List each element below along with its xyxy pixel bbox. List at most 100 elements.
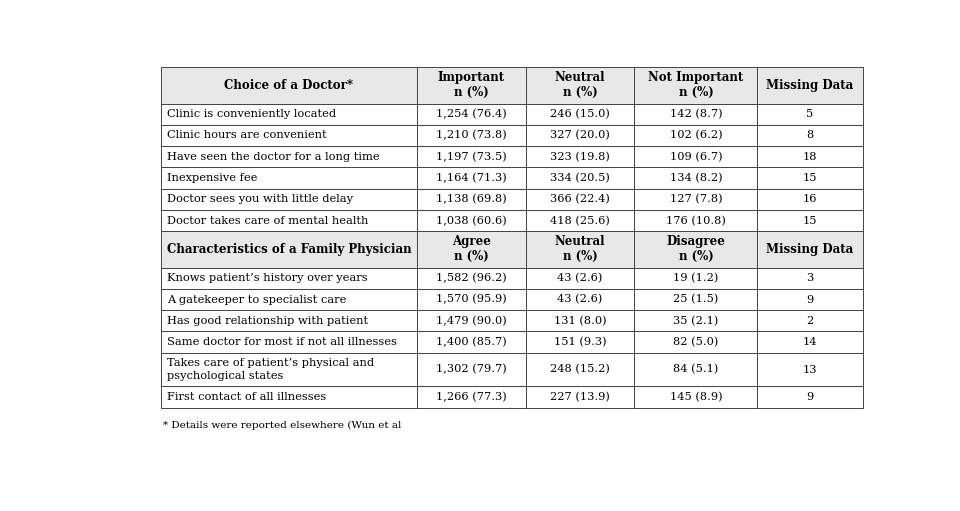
Text: 16: 16 [803, 194, 817, 204]
Bar [635, 353, 757, 386]
Bar [526, 289, 635, 310]
Bar [757, 168, 862, 189]
Text: 1,582 (96.2): 1,582 (96.2) [436, 273, 507, 284]
Bar [757, 310, 862, 332]
Text: 1,038 (60.6): 1,038 (60.6) [436, 216, 507, 226]
Bar [417, 310, 526, 332]
Text: 9: 9 [806, 392, 813, 402]
Bar [635, 189, 757, 210]
Text: Disagree
n (%): Disagree n (%) [666, 236, 726, 264]
Bar [635, 146, 757, 168]
Bar [635, 289, 757, 310]
Text: First contact of all illnesses: First contact of all illnesses [167, 392, 326, 402]
Bar [635, 210, 757, 231]
Bar [757, 289, 862, 310]
Text: 1,570 (95.9): 1,570 (95.9) [436, 294, 507, 305]
Bar [526, 332, 635, 353]
Bar [417, 67, 526, 104]
Bar [417, 146, 526, 168]
Text: 418 (25.6): 418 (25.6) [550, 216, 610, 226]
Text: 1,266 (77.3): 1,266 (77.3) [436, 392, 507, 402]
Bar [161, 332, 417, 353]
Bar [417, 125, 526, 146]
Bar [161, 189, 417, 210]
Bar [161, 310, 417, 332]
Text: Same doctor for most if not all illnesses: Same doctor for most if not all illnesse… [167, 337, 396, 347]
Bar [526, 268, 635, 289]
Bar [635, 125, 757, 146]
Text: Missing Data: Missing Data [766, 79, 853, 92]
Text: Important
n (%): Important n (%) [438, 72, 505, 99]
Bar [635, 231, 757, 268]
Bar [417, 289, 526, 310]
Bar [417, 353, 526, 386]
Bar [161, 353, 417, 386]
Text: 18: 18 [803, 152, 817, 162]
Text: Doctor sees you with little delay: Doctor sees you with little delay [167, 194, 353, 204]
Bar [635, 268, 757, 289]
Text: 1,210 (73.8): 1,210 (73.8) [436, 130, 507, 141]
Text: 1,479 (90.0): 1,479 (90.0) [436, 316, 507, 326]
Bar [526, 189, 635, 210]
Text: Agree
n (%): Agree n (%) [452, 236, 491, 264]
Text: 14: 14 [803, 337, 817, 347]
Bar [757, 67, 862, 104]
Bar [417, 189, 526, 210]
Text: 145 (8.9): 145 (8.9) [669, 392, 722, 402]
Bar [635, 67, 757, 104]
Bar [635, 104, 757, 125]
Text: 19 (1.2): 19 (1.2) [673, 273, 719, 284]
Text: 1,138 (69.8): 1,138 (69.8) [436, 194, 507, 204]
Bar [161, 104, 417, 125]
Text: 9: 9 [806, 294, 813, 305]
Bar [635, 168, 757, 189]
Bar [526, 210, 635, 231]
Bar [635, 386, 757, 408]
Text: 1,400 (85.7): 1,400 (85.7) [436, 337, 507, 347]
Bar [757, 125, 862, 146]
Text: 1,197 (73.5): 1,197 (73.5) [436, 152, 507, 162]
Bar [757, 268, 862, 289]
Bar [526, 353, 635, 386]
Text: 1,254 (76.4): 1,254 (76.4) [436, 109, 507, 120]
Text: 366 (22.4): 366 (22.4) [550, 194, 610, 204]
Text: 43 (2.6): 43 (2.6) [558, 294, 603, 305]
Text: Knows patient’s history over years: Knows patient’s history over years [167, 273, 368, 283]
Bar [161, 289, 417, 310]
Text: 15: 15 [803, 216, 817, 226]
Text: 25 (1.5): 25 (1.5) [673, 294, 719, 305]
Text: 2: 2 [806, 316, 813, 326]
Bar [417, 168, 526, 189]
Bar [417, 104, 526, 125]
Bar [526, 231, 635, 268]
Text: 134 (8.2): 134 (8.2) [669, 173, 722, 183]
Bar [526, 125, 635, 146]
Text: Have seen the doctor for a long time: Have seen the doctor for a long time [167, 152, 379, 162]
Bar [161, 386, 417, 408]
Text: 13: 13 [803, 364, 817, 375]
Bar [161, 146, 417, 168]
Text: 127 (7.8): 127 (7.8) [669, 194, 722, 204]
Bar [417, 268, 526, 289]
Text: 43 (2.6): 43 (2.6) [558, 273, 603, 284]
Bar [526, 168, 635, 189]
Bar [417, 231, 526, 268]
Text: 82 (5.0): 82 (5.0) [673, 337, 719, 347]
Text: Choice of a Doctor*: Choice of a Doctor* [225, 79, 353, 92]
Text: Neutral
n (%): Neutral n (%) [555, 236, 606, 264]
Bar [161, 125, 417, 146]
Text: Has good relationship with patient: Has good relationship with patient [167, 316, 368, 326]
Bar [635, 332, 757, 353]
Text: 227 (13.9): 227 (13.9) [550, 392, 610, 402]
Bar [417, 210, 526, 231]
Text: Clinic is conveniently located: Clinic is conveniently located [167, 109, 336, 119]
Bar [757, 231, 862, 268]
Text: Characteristics of a Family Physician: Characteristics of a Family Physician [167, 243, 411, 256]
Bar [757, 189, 862, 210]
Bar [757, 386, 862, 408]
Text: A gatekeeper to specialist care: A gatekeeper to specialist care [167, 294, 347, 305]
Bar [526, 310, 635, 332]
Bar [526, 146, 635, 168]
Text: 35 (2.1): 35 (2.1) [673, 316, 719, 326]
Bar [757, 353, 862, 386]
